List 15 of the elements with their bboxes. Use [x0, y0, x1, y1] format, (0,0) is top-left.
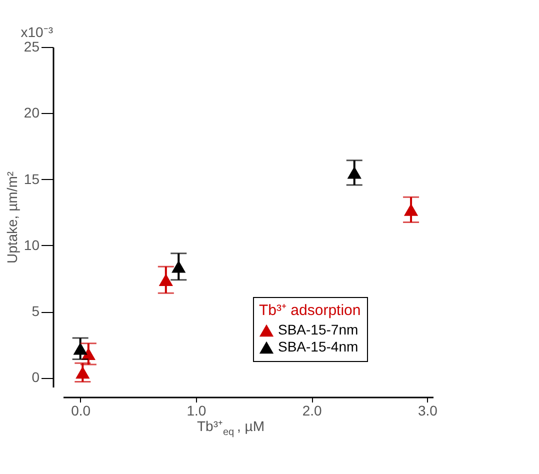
legend-label: SBA-15-7nm [278, 322, 358, 338]
x-tick-label: 1.0 [186, 402, 206, 418]
y-tick-label: 10 [24, 236, 40, 253]
text: x10⁻³ [20, 24, 54, 40]
y-tick-label: 20 [24, 104, 40, 121]
y-tick-label: 15 [24, 170, 40, 187]
x-tick-label: 3.0 [418, 402, 438, 418]
y-axis-title: Uptake, µm/m² [4, 171, 20, 264]
x-tick-label: 0.0 [71, 402, 91, 418]
legend-label: SBA-15-4nm [278, 338, 358, 354]
y-tick-label: 0 [32, 369, 40, 386]
legend-title: Tb³⁺ adsorption [259, 302, 361, 319]
y-tick-label: 25 [24, 38, 40, 54]
y-tick-label: 5 [32, 303, 40, 320]
x-tick-label: 2.0 [302, 402, 322, 418]
